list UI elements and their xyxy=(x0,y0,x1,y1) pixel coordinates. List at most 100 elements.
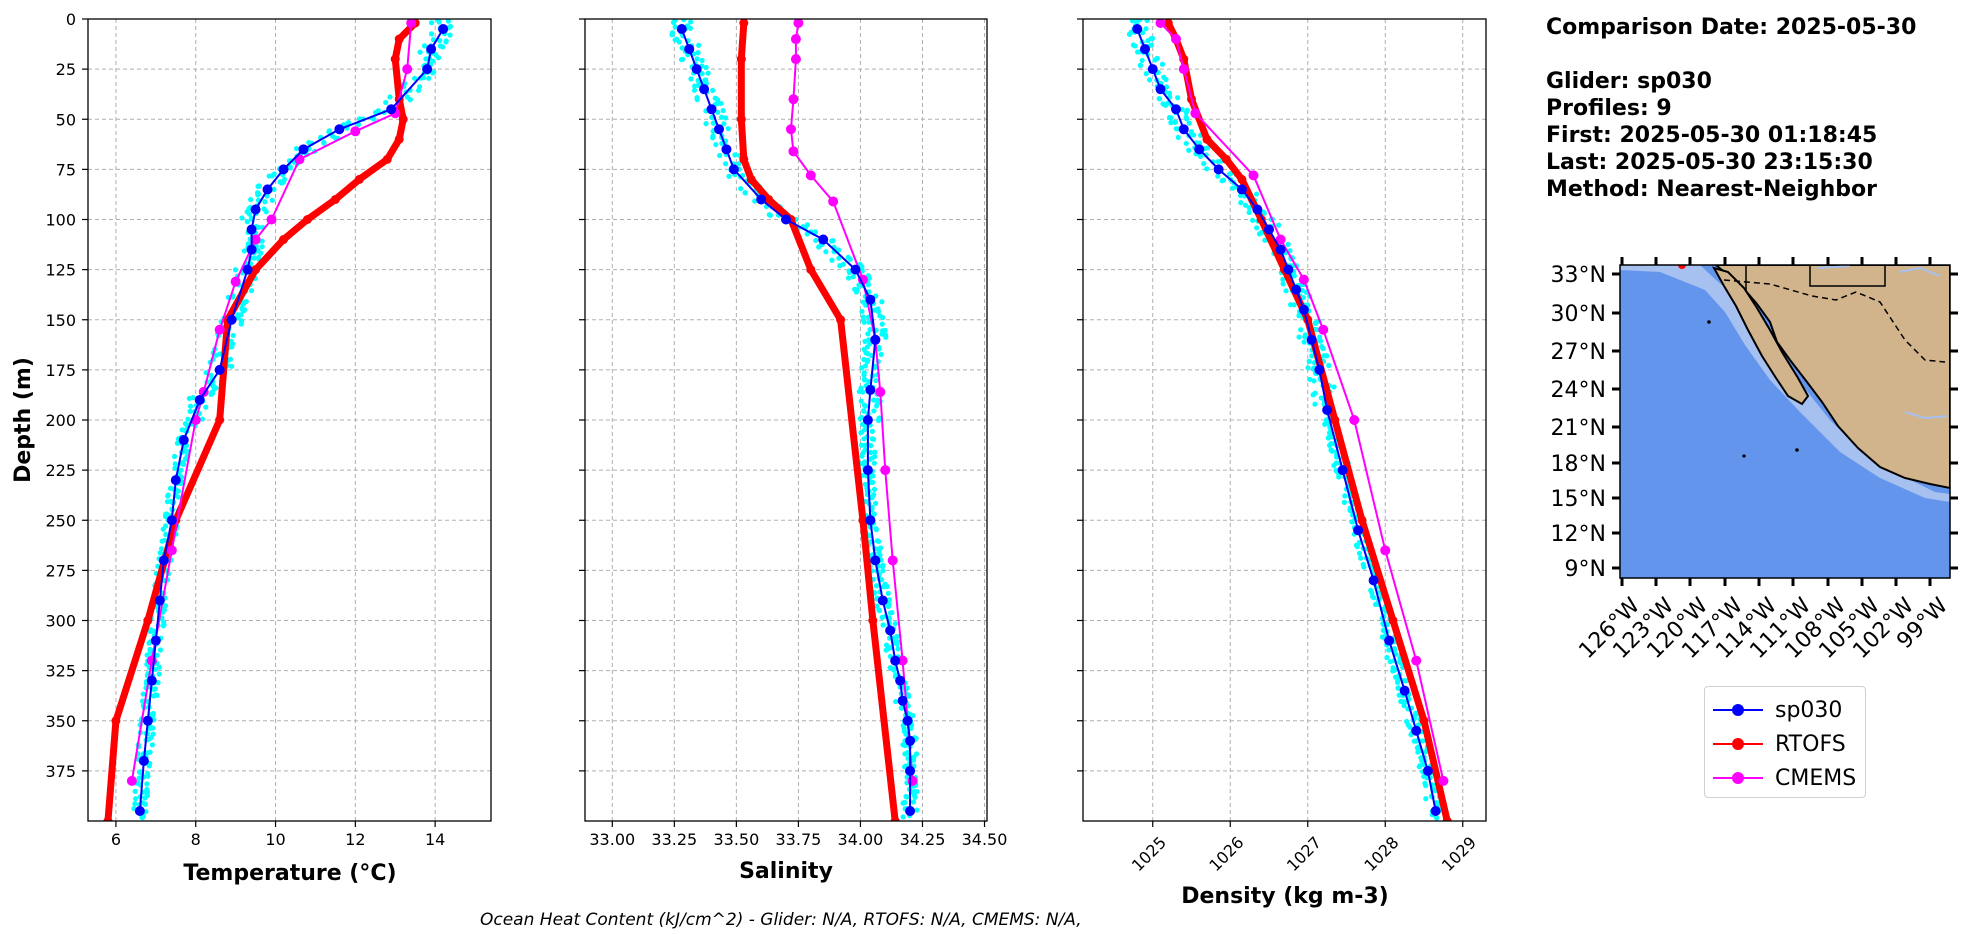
data-point-rtofs xyxy=(394,134,404,144)
glider-raw-point xyxy=(875,308,882,315)
map-state-line xyxy=(1745,265,1886,292)
data-point-sp030 xyxy=(862,415,873,425)
glider-raw-point xyxy=(847,256,853,262)
glider-raw-point xyxy=(861,370,867,376)
data-point-rtofs xyxy=(1330,415,1340,425)
glider-raw-point xyxy=(688,76,694,82)
footer-note: Ocean Heat Content (kJ/cm^2) - Glider: N… xyxy=(480,910,1082,930)
data-point-cmems xyxy=(1438,775,1449,786)
x-tick-label: 1025 xyxy=(1128,833,1170,875)
glider-raw-point xyxy=(876,607,883,614)
data-point-cmems xyxy=(350,126,361,137)
glider-raw-point xyxy=(415,87,422,94)
glider-raw-point xyxy=(1386,647,1392,653)
glider-raw-point xyxy=(436,19,442,25)
map-lat-label: 12°N xyxy=(1551,522,1606,547)
glider-raw-point xyxy=(874,603,880,609)
data-point-sp030 xyxy=(1430,805,1441,816)
legend-swatch xyxy=(1713,700,1763,720)
first-time: First: 2025-05-30 01:18:45 xyxy=(1546,123,1878,148)
last-time: Last: 2025-05-30 23:15:30 xyxy=(1546,150,1873,175)
plot-area xyxy=(103,19,454,821)
glider-raw-point xyxy=(723,161,729,167)
glider-raw-point xyxy=(679,45,685,51)
glider-raw-point xyxy=(695,50,701,56)
glider-raw-point xyxy=(164,499,170,505)
glider-raw-point xyxy=(904,749,911,756)
glider-raw-point xyxy=(1331,384,1337,390)
glider-raw-point xyxy=(870,455,876,461)
data-point-rtofs xyxy=(251,265,261,275)
legend-label: CMEMS xyxy=(1775,765,1857,791)
map-baja-peninsula xyxy=(1711,266,1810,406)
plot-area xyxy=(1126,19,1452,821)
data-point-sp030 xyxy=(262,184,273,195)
glider-raw-point xyxy=(858,398,864,404)
data-point-sp030 xyxy=(728,164,739,175)
glider-raw-point xyxy=(1317,334,1323,340)
glider-raw-point xyxy=(906,693,912,699)
y-tick-label: 250 xyxy=(45,511,76,530)
glider-raw-point xyxy=(880,622,886,628)
glider-raw-point xyxy=(437,37,443,44)
glider-raw-point xyxy=(1296,334,1302,340)
glider-raw-point xyxy=(1215,173,1221,179)
x-tick-label: 33.00 xyxy=(589,830,635,849)
data-point-cmems xyxy=(1349,415,1360,425)
glider-raw-point xyxy=(911,754,917,760)
data-point-sp030 xyxy=(134,805,145,816)
data-point-cmems xyxy=(1298,274,1309,285)
temperature-panel: 6 8 10 12 14 0 25 50 75 100 125 150 175 200 225 250 275 3… xyxy=(45,10,492,849)
glider-raw-point xyxy=(1333,467,1339,473)
data-point-cmems xyxy=(887,555,898,566)
glider-raw-point xyxy=(862,363,869,369)
data-point-sp030 xyxy=(146,675,157,686)
glider-raw-point xyxy=(1261,210,1267,216)
glider-raw-point xyxy=(1130,42,1136,48)
data-point-cmems xyxy=(1155,19,1166,29)
glider-raw-point xyxy=(1285,241,1291,247)
legend-label: RTOFS xyxy=(1775,731,1846,757)
data-point-sp030 xyxy=(226,314,237,325)
glider-raw-point xyxy=(871,486,878,492)
glider-raw-point xyxy=(880,314,886,321)
glider-raw-point xyxy=(165,492,171,498)
data-point-sp030 xyxy=(438,24,449,35)
glider-raw-point xyxy=(1342,493,1348,499)
glider-raw-point xyxy=(715,100,721,106)
glider-raw-point xyxy=(412,75,418,81)
glider-raw-point xyxy=(823,249,829,255)
data-point-cmems xyxy=(1171,34,1181,45)
glider-raw-point xyxy=(861,377,868,383)
glider-raw-point xyxy=(1146,77,1153,83)
glider-raw-point xyxy=(1400,699,1407,705)
glider-raw-point xyxy=(321,140,327,146)
glider-raw-point xyxy=(199,416,205,422)
glider-raw-point xyxy=(1307,376,1313,383)
glider-raw-point xyxy=(837,263,843,269)
glider-raw-point xyxy=(874,401,880,408)
glider-raw-point xyxy=(900,814,906,820)
glider-raw-point xyxy=(144,652,150,658)
data-point-sp030 xyxy=(721,144,732,155)
glider-raw-point xyxy=(180,461,187,468)
map-frame xyxy=(1619,264,1951,579)
glider-raw-point xyxy=(421,43,428,49)
data-point-rtofs xyxy=(806,265,816,275)
data-point-sp030 xyxy=(1264,224,1274,235)
glider-raw-point xyxy=(430,36,437,43)
glider-raw-point xyxy=(860,389,866,395)
map-island xyxy=(1795,448,1799,452)
glider-raw-point xyxy=(699,71,705,77)
data-point-cmems xyxy=(250,234,261,245)
glider-raw-point xyxy=(1319,343,1325,350)
glider-raw-point xyxy=(1423,796,1429,802)
data-point-rtofs xyxy=(354,174,364,184)
data-point-cmems xyxy=(1190,108,1201,119)
glider-raw-point xyxy=(816,244,822,250)
glider-raw-point xyxy=(1311,378,1317,384)
legend-swatch xyxy=(1713,734,1763,754)
y-tick-label: 325 xyxy=(45,662,76,681)
glider-raw-point xyxy=(804,222,811,228)
glider-raw-point xyxy=(691,87,698,93)
